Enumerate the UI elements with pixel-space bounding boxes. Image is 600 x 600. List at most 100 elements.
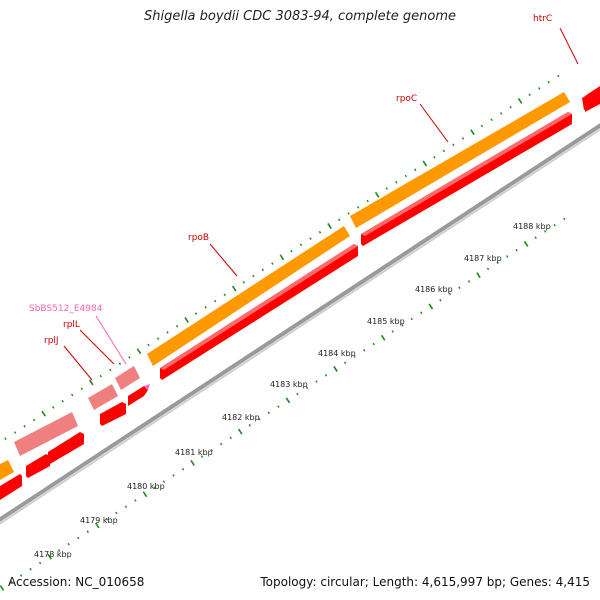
map-title: Shigella boydii CDC 3083-94, complete ge… — [143, 9, 457, 24]
minor-tick — [77, 536, 80, 540]
kbp-label: 4182 kbp — [222, 413, 260, 422]
minor-tick — [32, 418, 36, 422]
minor-tick — [128, 356, 131, 359]
kbp-scale-labels: 4178 kbp 4179 kbp 4180 kbp 4181 kbp 4182… — [34, 222, 551, 559]
outer-tick-ring — [4, 74, 560, 441]
gene-block-sbbs512 — [115, 366, 140, 390]
minor-tick — [86, 530, 89, 533]
kbp-label: 4185 kbp — [367, 317, 405, 326]
kbp-label: 4183 kbp — [270, 380, 308, 389]
minor-tick — [290, 249, 293, 253]
minor-tick — [271, 262, 274, 265]
minor-tick — [58, 549, 61, 552]
minor-tick — [67, 542, 70, 546]
major-tick — [422, 160, 428, 167]
minor-tick — [480, 124, 484, 128]
minor-tick — [452, 143, 455, 146]
minor-tick — [499, 112, 503, 115]
minor-tick — [410, 317, 413, 321]
minor-tick — [38, 561, 42, 565]
reverse-strand-genes — [0, 86, 600, 500]
gene-block — [48, 432, 84, 464]
major-tick — [0, 585, 5, 591]
gene-label-rpoc: rpoC — [396, 94, 417, 104]
gene-block-rpll — [128, 386, 148, 406]
gene-block — [26, 454, 50, 478]
genome-backbone-shadow — [0, 128, 600, 525]
major-tick — [190, 459, 195, 466]
gene-block-rpob — [160, 244, 358, 380]
minor-tick — [509, 105, 512, 109]
gene-block — [0, 474, 22, 500]
major-tick — [184, 316, 189, 323]
minor-tick — [118, 362, 122, 365]
label-leaders — [63, 27, 579, 381]
minor-tick — [258, 417, 261, 421]
kbp-label: 4178 kbp — [34, 550, 72, 559]
minor-tick — [414, 168, 417, 172]
minor-tick — [181, 467, 185, 471]
rpoc-leader — [419, 103, 449, 143]
minor-tick — [337, 218, 341, 222]
major-tick — [470, 129, 475, 136]
minor-tick — [563, 217, 566, 221]
gene-block-rpoc — [361, 112, 572, 246]
major-tick — [476, 272, 481, 279]
major-tick — [95, 522, 100, 529]
minor-tick — [10, 580, 13, 584]
major-tick — [333, 366, 338, 372]
minor-tick — [439, 298, 442, 302]
minor-tick — [448, 292, 452, 296]
minor-tick — [4, 437, 7, 441]
kbp-label: 4184 kbp — [318, 349, 356, 358]
minor-tick — [420, 311, 423, 315]
minor-tick — [324, 374, 328, 377]
genome-backbone — [0, 123, 600, 522]
minor-tick — [124, 505, 128, 508]
minor-tick — [267, 411, 270, 415]
major-tick — [517, 97, 523, 104]
minor-tick — [404, 174, 407, 178]
minor-tick — [80, 387, 83, 390]
sbbs512-leader — [95, 315, 127, 365]
cds-block-rpoc — [350, 92, 570, 228]
minor-tick — [52, 406, 55, 409]
minor-tick — [229, 436, 232, 440]
minor-tick — [105, 517, 108, 521]
minor-tick — [175, 324, 179, 328]
minor-tick — [252, 274, 255, 278]
minor-tick — [544, 230, 547, 233]
minor-tick — [391, 330, 394, 333]
major-tick — [327, 223, 332, 229]
gene-block-rpll-arrow — [144, 384, 150, 390]
minor-tick — [153, 486, 156, 490]
accession-text: Accession: NC_010658 — [8, 575, 145, 589]
minor-tick — [318, 231, 322, 234]
kbp-label: 4186 kbp — [415, 285, 453, 294]
major-tick — [237, 428, 243, 435]
minor-tick — [395, 180, 398, 184]
minor-tick — [277, 405, 280, 408]
minor-tick — [23, 424, 26, 428]
gene-block-rpob-top — [160, 244, 358, 370]
major-tick — [285, 397, 291, 404]
gene-block-htrc — [582, 88, 600, 110]
minor-tick — [486, 267, 490, 271]
minor-tick — [372, 342, 375, 346]
minor-tick — [528, 93, 531, 96]
minor-tick — [19, 574, 23, 577]
htrc-leader — [559, 27, 579, 65]
major-tick — [523, 240, 529, 247]
gene-block-light — [88, 384, 118, 410]
major-tick — [41, 410, 46, 417]
gene-block-light — [14, 412, 78, 456]
major-tick — [47, 553, 52, 560]
minor-tick — [309, 237, 312, 240]
rpob-leader — [209, 243, 238, 277]
minor-tick — [362, 349, 366, 352]
kbp-label: 4180 kbp — [127, 482, 165, 491]
minor-tick — [214, 299, 217, 303]
gene-label-rpob: rpoB — [188, 233, 209, 243]
minor-tick — [557, 74, 560, 78]
